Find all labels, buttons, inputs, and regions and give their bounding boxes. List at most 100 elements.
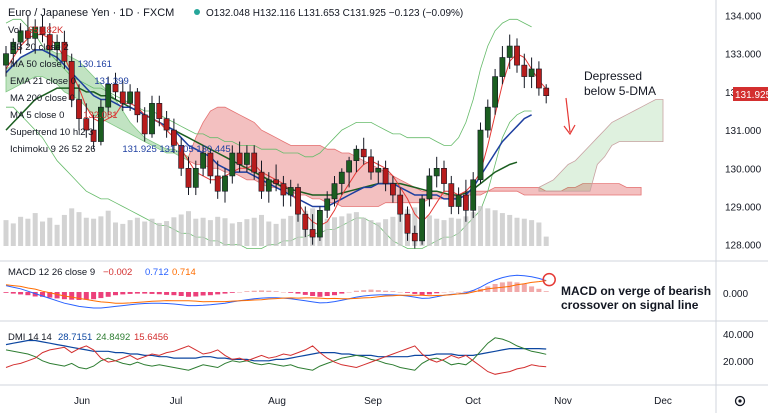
macd-histogram-bar: [324, 292, 330, 296]
candle: [32, 19, 39, 54]
macd-histogram-bar: [426, 292, 432, 295]
annotation-depressed-line2: below 5-DMA: [584, 84, 656, 98]
legend-label: MA 200 close 0: [10, 93, 75, 104]
y-tick-label: 134.000: [725, 11, 762, 22]
volume-bar: [127, 220, 133, 246]
volume-bar: [397, 213, 403, 246]
volume-bar: [47, 217, 53, 246]
volume-bar: [105, 210, 111, 246]
candle: [185, 156, 192, 196]
volume-bar: [353, 212, 359, 246]
candle-body: [506, 45, 513, 58]
candle-body: [492, 76, 498, 108]
volume-bar: [295, 213, 301, 246]
macd-histogram-bar: [383, 290, 389, 292]
volume-bar: [207, 220, 213, 246]
volume-bar: [18, 216, 24, 246]
candle: [54, 34, 60, 62]
volume-bar: [120, 223, 126, 246]
candle-body: [528, 68, 535, 77]
volume-bar: [346, 213, 352, 246]
volume-bar: [54, 224, 60, 246]
volume-bar: [134, 217, 140, 246]
x-tick-label: Oct: [465, 396, 481, 407]
candle-body: [171, 129, 177, 146]
candle: [499, 46, 506, 85]
volume-bar: [149, 218, 155, 246]
volume-bar: [200, 217, 206, 246]
candle: [382, 160, 389, 192]
volume-bar: [529, 220, 535, 246]
candle: [506, 34, 513, 69]
macd-histogram-bar: [193, 292, 199, 297]
candle: [462, 179, 469, 222]
macd-histogram-bar: [353, 290, 359, 292]
candle: [258, 160, 265, 199]
macd-histogram-bar: [149, 292, 155, 294]
candle: [331, 175, 338, 207]
volume-bar: [25, 218, 31, 246]
macd-label: MACD 12 26 close 9: [8, 267, 95, 278]
macd-histogram-bar: [463, 291, 469, 292]
candle-body: [39, 26, 46, 35]
x-tick-label: Nov: [554, 396, 572, 407]
candle-body: [419, 198, 425, 242]
macd-histogram-bar: [244, 291, 250, 292]
macd-histogram-bar: [332, 292, 337, 296]
candle: [90, 114, 97, 150]
candle-body: [521, 64, 528, 77]
candle: [127, 84, 133, 111]
macd-histogram-bar: [69, 292, 75, 300]
macd-value-hist: −0.002: [103, 267, 132, 278]
volume-bar: [3, 220, 9, 246]
x-tick-label: Dec: [654, 396, 672, 407]
volume-bar: [390, 216, 396, 246]
macd-histogram-bar: [200, 292, 206, 296]
volume-bar: [463, 216, 469, 246]
candle: [484, 99, 491, 138]
x-tick-label: Sep: [364, 396, 382, 407]
volume-bar: [499, 213, 505, 246]
settings-gear-icon[interactable]: [734, 395, 746, 407]
macd-histogram-bar: [514, 282, 520, 292]
candle-body: [119, 91, 126, 104]
candle-body: [141, 114, 148, 135]
legend-label: MA 5 close 0: [10, 110, 64, 121]
candle: [17, 23, 24, 54]
dmi-value-adx: 28.7151: [58, 332, 92, 343]
legend-label: Ichimoku 9 26 52 26: [10, 144, 96, 155]
candle-body: [441, 167, 447, 184]
volume-bar: [368, 220, 374, 246]
candle-body: [368, 156, 374, 173]
candle-body: [324, 198, 331, 211]
candle-body: [222, 175, 228, 192]
volume-bars: [3, 206, 549, 246]
volume-bar: [32, 213, 38, 246]
macd-histogram-bar: [156, 292, 162, 295]
macd-histogram-bar: [412, 292, 418, 294]
candle: [360, 137, 367, 165]
volume-bar: [113, 222, 118, 246]
candle: [178, 137, 185, 176]
candle: [514, 38, 520, 73]
candle-body: [433, 167, 440, 177]
macd-histogram-bar: [302, 292, 308, 295]
volume-bar: [222, 218, 228, 246]
candle-body: [149, 103, 155, 135]
candle: [316, 206, 323, 241]
candle: [287, 179, 294, 207]
macd-histogram-bar: [375, 290, 381, 292]
candle-body: [207, 152, 214, 177]
candle: [419, 195, 425, 245]
candle-body: [470, 179, 477, 211]
candle: [295, 183, 301, 222]
macd-histogram-bar: [456, 292, 462, 293]
candle-body: [24, 30, 31, 39]
bollinger-upper: [5, 18, 532, 158]
volume-bar: [383, 219, 389, 246]
volume-bar: [426, 215, 432, 246]
macd-histogram-bar: [405, 292, 410, 293]
macd-histogram-bar: [105, 292, 111, 297]
macd-histogram-bar: [273, 291, 279, 292]
